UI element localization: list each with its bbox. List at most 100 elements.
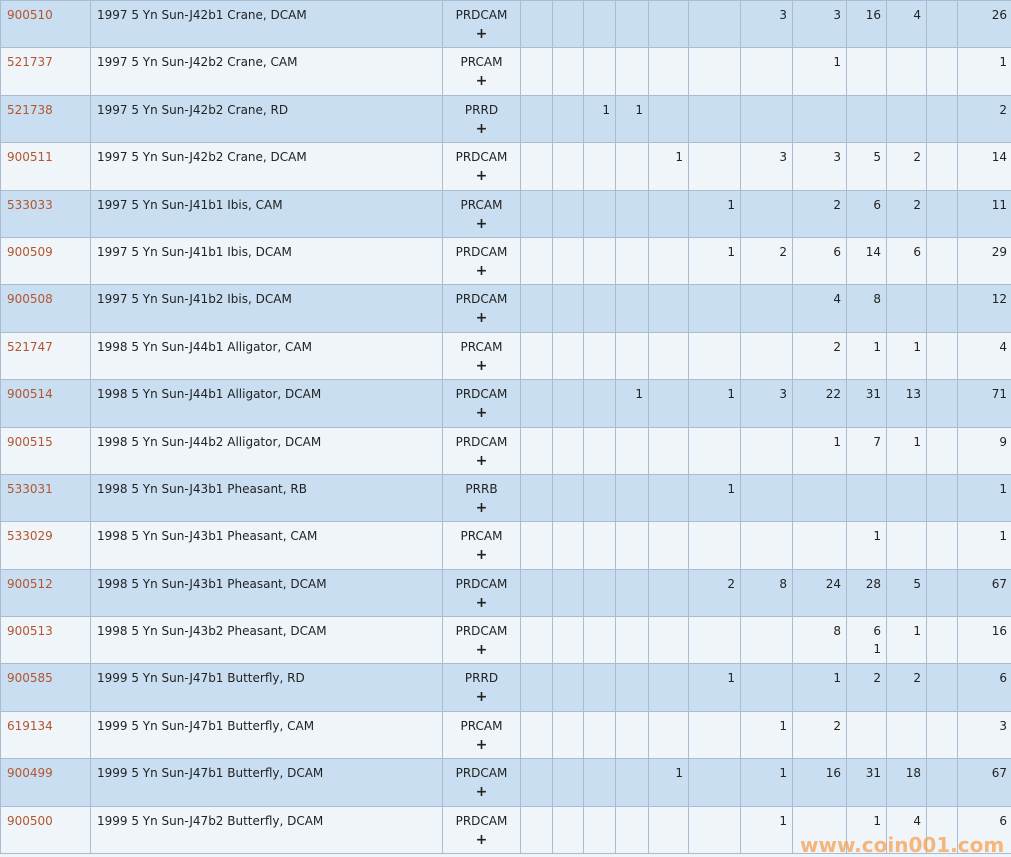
grade-count-cell	[927, 711, 958, 758]
cert-id-link[interactable]: 900509	[7, 245, 53, 259]
grade-count-cell	[689, 617, 741, 664]
cert-id-link[interactable]: 533033	[7, 198, 53, 212]
grade-count-cell	[553, 427, 584, 474]
expand-plus-icon[interactable]: +	[449, 831, 514, 849]
total-cell: 9	[958, 427, 1011, 474]
grade-count-cell	[927, 1, 958, 48]
grade-count-cell: 1	[689, 474, 741, 521]
grade-count-cell	[553, 711, 584, 758]
expand-plus-icon[interactable]: +	[449, 499, 514, 517]
expand-plus-icon[interactable]: +	[449, 404, 514, 422]
expand-plus-icon[interactable]: +	[449, 452, 514, 470]
cert-id-cell: 521747	[1, 332, 91, 379]
grade-count-cell	[689, 522, 741, 569]
expand-plus-icon[interactable]: +	[449, 594, 514, 612]
cert-id-link[interactable]: 900510	[7, 8, 53, 22]
grade-count-cell: 1	[847, 522, 887, 569]
cert-id-link[interactable]: 619134	[7, 719, 53, 733]
cert-id-cell: 533033	[1, 190, 91, 237]
grade-count-cell	[649, 237, 689, 284]
grade-type: PRRB	[465, 482, 497, 496]
grade-count-cell	[553, 617, 584, 664]
grade-count-cell: 22	[793, 380, 847, 427]
grade-type: PRDCAM	[456, 577, 508, 591]
grade-count-cell	[521, 711, 553, 758]
grade-count-cell	[553, 759, 584, 806]
description-cell: 1999 5 Yn Sun-J47b1 Butterfly, CAM	[91, 711, 443, 758]
grade-count-cell	[584, 664, 616, 711]
grade-count-cell	[616, 711, 649, 758]
grade-count-cell: 3	[793, 1, 847, 48]
cert-id-link[interactable]: 533029	[7, 529, 53, 543]
cert-id-link[interactable]: 900585	[7, 671, 53, 685]
cert-id-cell: 900513	[1, 617, 91, 664]
expand-plus-icon[interactable]: +	[449, 783, 514, 801]
grade-count-cell	[649, 569, 689, 616]
expand-plus-icon[interactable]: +	[449, 262, 514, 280]
expand-plus-icon[interactable]: +	[449, 357, 514, 375]
cert-id-link[interactable]: 521738	[7, 103, 53, 117]
expand-plus-icon[interactable]: +	[449, 309, 514, 327]
grade-count-cell	[521, 380, 553, 427]
grade-count-cell	[741, 95, 793, 142]
grade-type-cell: PRDCAM+	[443, 285, 521, 332]
description-cell: 1998 5 Yn Sun-J44b1 Alligator, CAM	[91, 332, 443, 379]
grade-count-cell	[521, 522, 553, 569]
grade-count-cell	[616, 143, 649, 190]
grade-count-cell	[649, 617, 689, 664]
grade-count-cell	[553, 664, 584, 711]
grade-count-cell: 24	[793, 569, 847, 616]
cert-id-link[interactable]: 900508	[7, 292, 53, 306]
cert-id-link[interactable]: 521737	[7, 55, 53, 69]
grade-count-cell: 1	[793, 48, 847, 95]
expand-plus-icon[interactable]: +	[449, 25, 514, 43]
cert-id-link[interactable]: 900500	[7, 814, 53, 828]
cert-id-cell: 521737	[1, 48, 91, 95]
cert-id-link[interactable]: 900513	[7, 624, 53, 638]
expand-plus-icon[interactable]: +	[449, 167, 514, 185]
cert-id-cell: 900510	[1, 1, 91, 48]
grade-count-cell: 1	[793, 427, 847, 474]
total-cell: 6	[958, 664, 1011, 711]
grade-count-cell	[927, 759, 958, 806]
cert-id-link[interactable]: 900499	[7, 766, 53, 780]
expand-plus-icon[interactable]: +	[449, 546, 514, 564]
expand-plus-icon[interactable]: +	[449, 215, 514, 233]
grade-count-cell	[689, 1, 741, 48]
total-cell: 4	[958, 332, 1011, 379]
grade-count-cell	[521, 474, 553, 521]
expand-plus-icon[interactable]: +	[449, 736, 514, 754]
grade-count-cell	[689, 285, 741, 332]
cert-id-link[interactable]: 900512	[7, 577, 53, 591]
cert-id-link[interactable]: 533031	[7, 482, 53, 496]
expand-plus-icon[interactable]: +	[449, 641, 514, 659]
cert-id-link[interactable]: 900511	[7, 150, 53, 164]
grade-count-cell: 14	[847, 237, 887, 284]
grade-count-cell	[584, 569, 616, 616]
cert-id-link[interactable]: 900515	[7, 435, 53, 449]
grade-count-cell	[741, 332, 793, 379]
grade-type: PRDCAM	[456, 435, 508, 449]
cert-id-link[interactable]: 521747	[7, 340, 53, 354]
grade-count-cell	[616, 806, 649, 853]
grade-type: PRDCAM	[456, 814, 508, 828]
grade-count-cell	[553, 522, 584, 569]
grade-count-cell	[927, 95, 958, 142]
expand-plus-icon[interactable]: +	[449, 120, 514, 138]
cert-id-link[interactable]: 900514	[7, 387, 53, 401]
grade-count-cell	[927, 664, 958, 711]
grade-count-cell: 6	[793, 237, 847, 284]
grade-count-cell: 6	[847, 190, 887, 237]
grade-count-cell	[927, 617, 958, 664]
expand-plus-icon[interactable]: +	[449, 72, 514, 90]
description-cell: 1999 5 Yn Sun-J47b2 Butterfly, DCAM	[91, 806, 443, 853]
grade-count-cell	[649, 332, 689, 379]
expand-plus-icon[interactable]: +	[449, 688, 514, 706]
grade-count-cell	[521, 759, 553, 806]
grade-count-cell	[847, 48, 887, 95]
grade-count-cell	[793, 522, 847, 569]
